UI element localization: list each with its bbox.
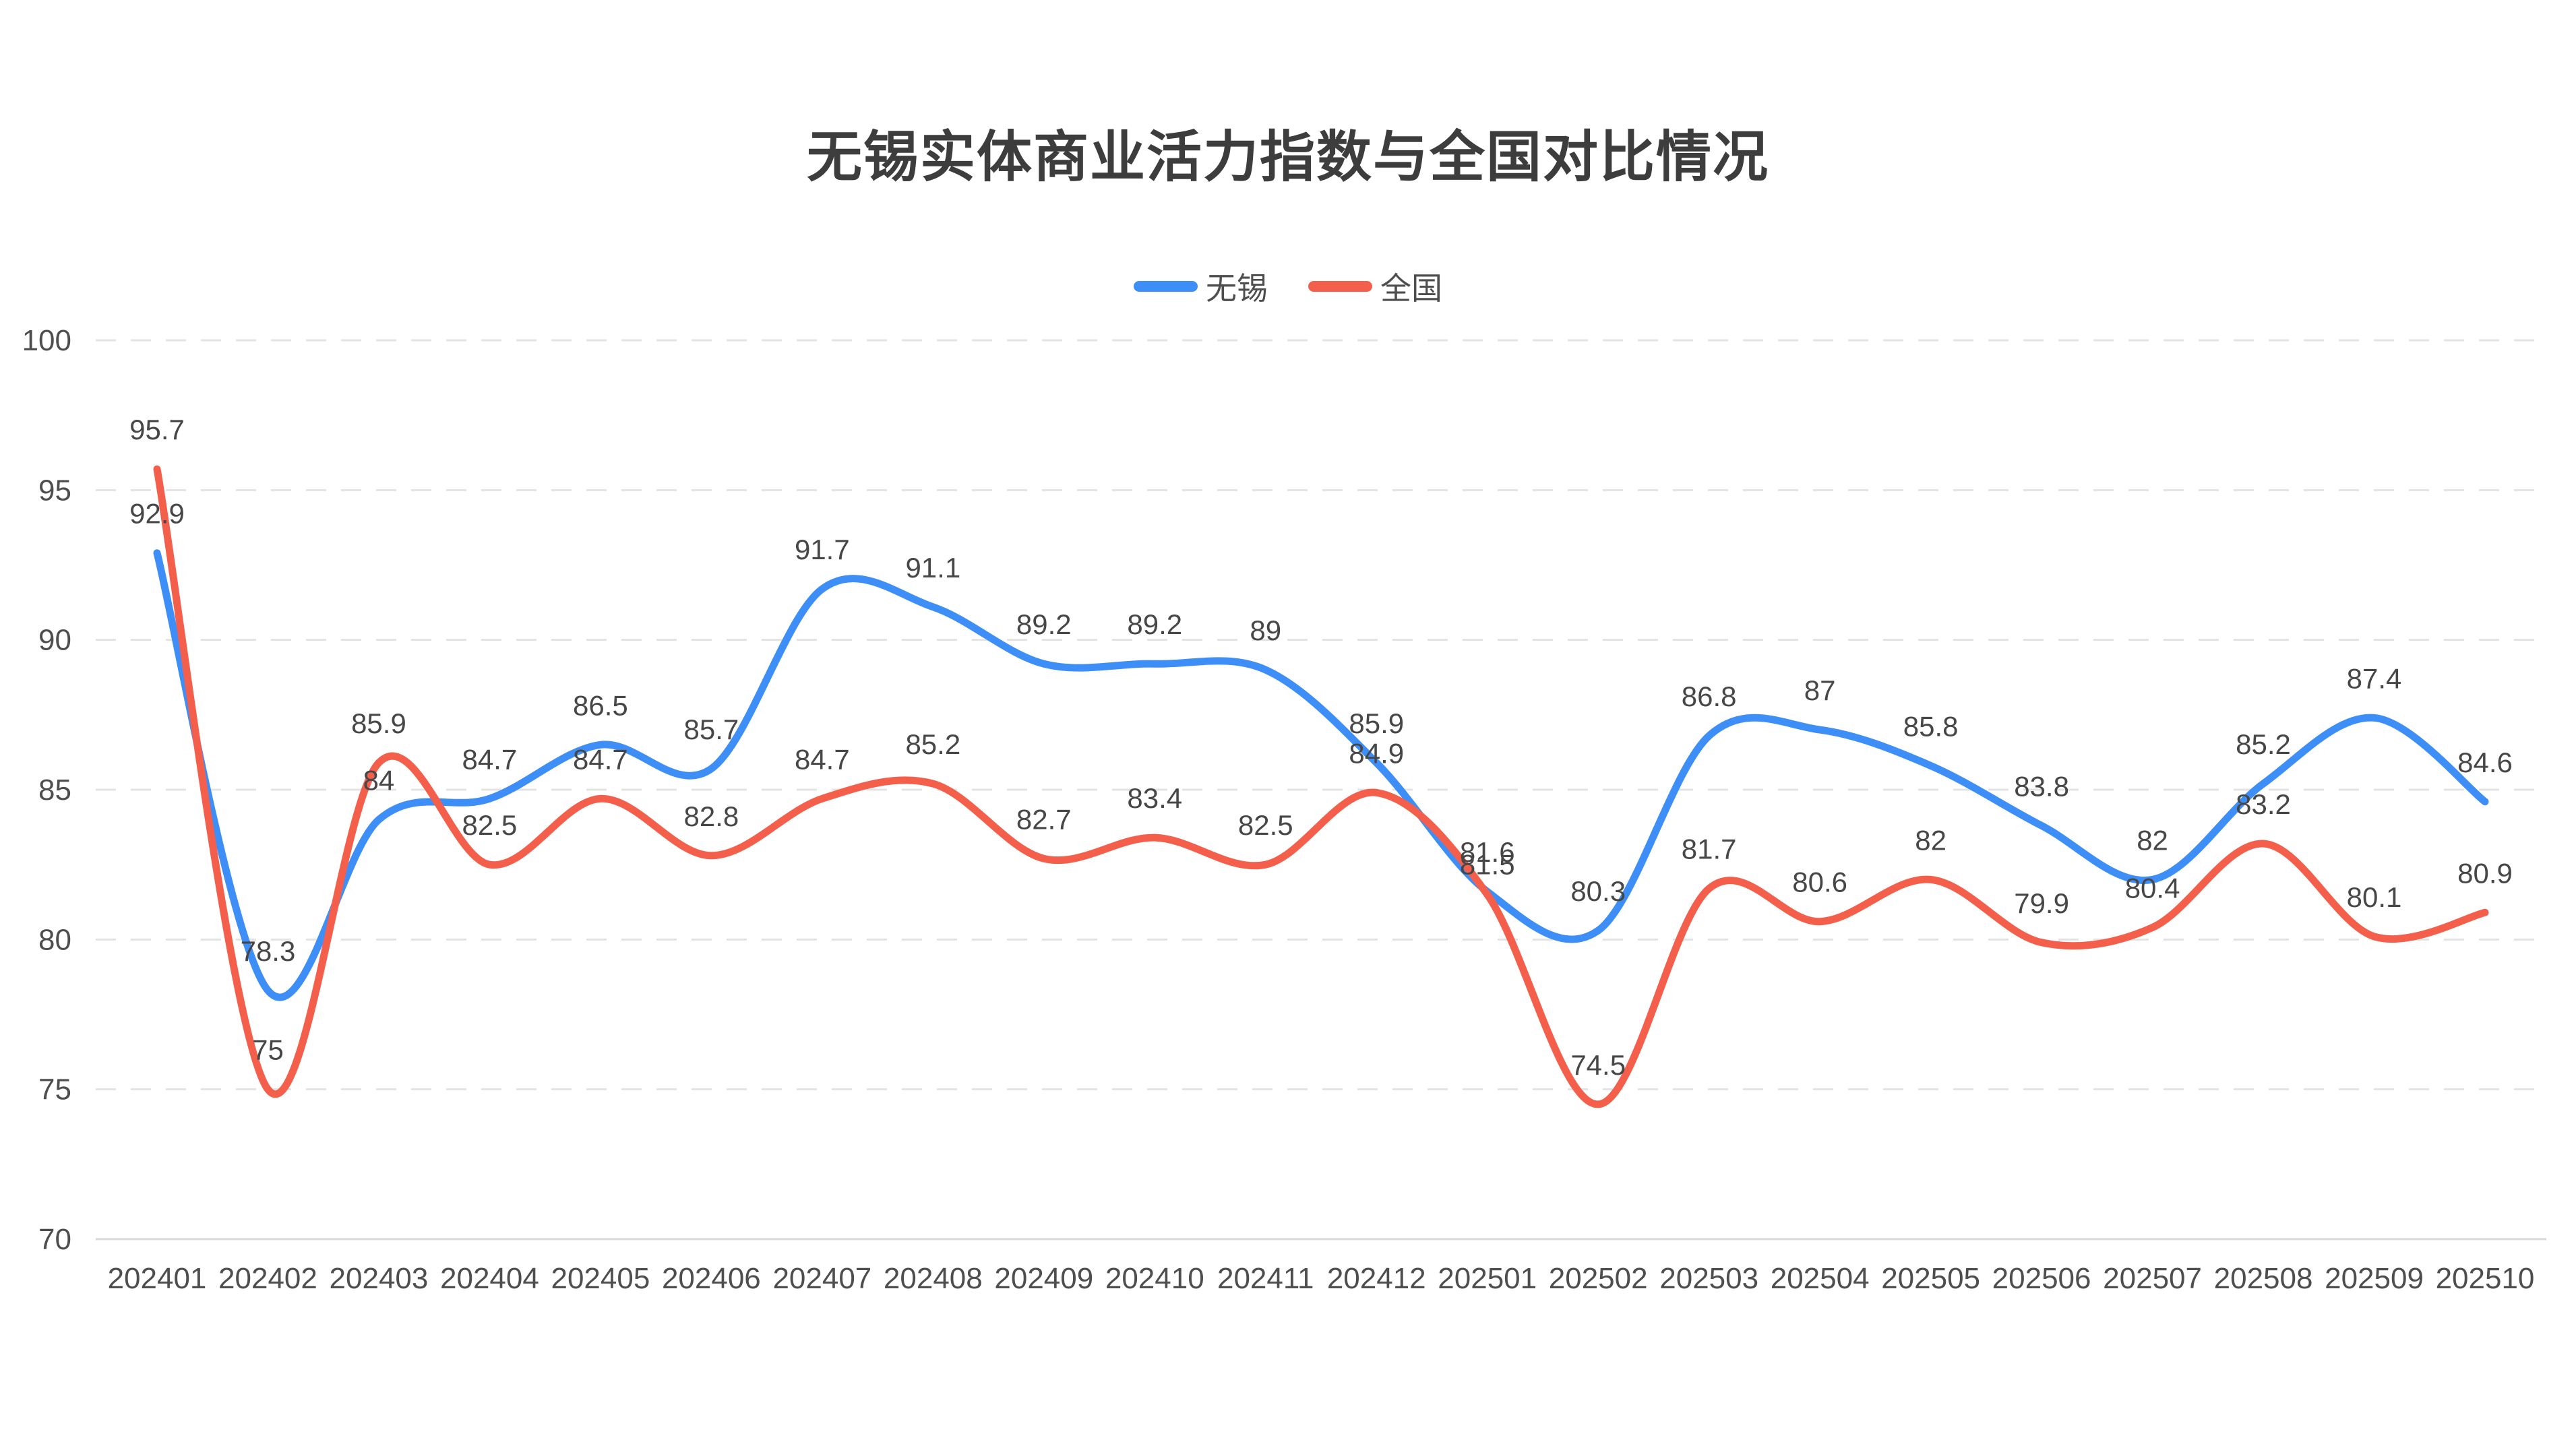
- data-label-national: 74.5: [1570, 1049, 1626, 1081]
- data-label-national: 95.7: [129, 414, 185, 445]
- data-label-wuxi: 92.9: [129, 498, 185, 530]
- data-label-national: 82: [1915, 824, 1946, 856]
- legend: 无锡 全国: [0, 264, 2576, 309]
- data-label-wuxi: 86.5: [573, 689, 628, 721]
- x-axis-label: 202503: [1659, 1262, 1758, 1295]
- data-label-national: 79.9: [2014, 887, 2069, 919]
- data-label-wuxi: 87.4: [2347, 662, 2402, 694]
- data-label-national: 85.9: [351, 707, 406, 739]
- data-label-national: 80.1: [2347, 881, 2402, 913]
- legend-marker-wuxi: [1134, 281, 1198, 292]
- x-axis-label: 202411: [1217, 1262, 1314, 1295]
- legend-label-wuxi: 无锡: [1206, 271, 1268, 306]
- data-label-wuxi: 84.7: [462, 743, 518, 775]
- data-label-wuxi: 91.1: [905, 552, 960, 584]
- y-axis-label: 75: [38, 1073, 71, 1106]
- data-label-wuxi: 81.6: [1460, 836, 1515, 868]
- data-label-national: 84.9: [1349, 737, 1404, 769]
- legend-item-national[interactable]: 全国: [1308, 264, 1442, 309]
- data-label-wuxi: 89.2: [1016, 608, 1072, 640]
- x-axis-label: 202408: [884, 1262, 983, 1295]
- data-label-national: 82.8: [684, 800, 739, 832]
- legend-label-national: 全国: [1380, 271, 1442, 306]
- x-axis-label: 202501: [1438, 1262, 1537, 1295]
- data-label-national: 81.5: [1460, 849, 1515, 881]
- x-axis-label: 202402: [218, 1262, 317, 1295]
- data-label-wuxi: 84: [363, 764, 395, 796]
- y-axis-label: 70: [38, 1223, 71, 1256]
- x-axis-label: 202409: [994, 1262, 1093, 1295]
- data-label-national: 82.5: [462, 809, 518, 841]
- data-label-national: 82.7: [1016, 803, 1072, 835]
- x-axis-label: 202404: [440, 1262, 539, 1295]
- data-label-wuxi: 89: [1250, 615, 1281, 646]
- x-axis-label: 202403: [330, 1262, 429, 1295]
- data-label-wuxi: 85.2: [2236, 728, 2291, 760]
- data-label-wuxi: 84.6: [2457, 747, 2513, 778]
- y-axis-label: 85: [38, 774, 71, 807]
- x-axis-label: 202412: [1327, 1262, 1426, 1295]
- series-line-national[interactable]: [153, 465, 2489, 1108]
- data-label-national: 80.6: [1792, 867, 1847, 898]
- data-label-national: 75: [252, 1034, 284, 1066]
- x-axis-label: 202507: [2103, 1262, 2202, 1295]
- y-axis-label: 95: [38, 474, 71, 507]
- x-axis-label: 202509: [2325, 1262, 2424, 1295]
- x-axis-label: 202410: [1105, 1262, 1204, 1295]
- y-axis-label: 100: [22, 324, 71, 357]
- y-axis-label: 80: [38, 923, 71, 956]
- data-label-wuxi: 87: [1804, 674, 1836, 706]
- x-axis-label: 202405: [551, 1262, 650, 1295]
- x-axis-label: 202510: [2436, 1262, 2535, 1295]
- data-label-national: 84.7: [573, 743, 628, 775]
- legend-marker-national: [1308, 281, 1372, 292]
- chart-title: 无锡实体商业活力指数与全国对比情况: [806, 127, 1769, 188]
- data-label-national: 85.2: [905, 728, 960, 760]
- series-line-wuxi[interactable]: [153, 549, 2489, 1001]
- data-label-wuxi: 89.2: [1127, 608, 1182, 640]
- data-label-national: 83.4: [1127, 782, 1182, 814]
- data-label-wuxi: 80.3: [1570, 875, 1626, 907]
- data-label-wuxi: 85.8: [1903, 710, 1959, 742]
- x-axis-label: 202401: [108, 1262, 207, 1295]
- x-axis-label: 202508: [2214, 1262, 2313, 1295]
- data-label-national: 84.7: [795, 743, 850, 775]
- y-axis-label: 90: [38, 624, 71, 657]
- data-label-wuxi: 91.7: [795, 534, 850, 565]
- data-label-national: 81.7: [1682, 833, 1737, 865]
- x-axis-label: 202502: [1549, 1262, 1648, 1295]
- data-label-wuxi: 83.8: [2014, 770, 2069, 802]
- data-label-national: 82.5: [1238, 809, 1293, 841]
- x-axis-label: 202506: [1992, 1262, 2091, 1295]
- x-axis-label: 202504: [1771, 1262, 1870, 1295]
- data-label-wuxi: 85.7: [684, 714, 739, 745]
- data-label-national: 80.4: [2125, 873, 2180, 904]
- legend-item-wuxi[interactable]: 无锡: [1134, 264, 1268, 309]
- x-axis-label: 202406: [662, 1262, 761, 1295]
- data-label-national: 80.9: [2457, 857, 2513, 889]
- data-label-wuxi: 78.3: [241, 935, 296, 967]
- data-label-national: 83.2: [2236, 788, 2291, 820]
- data-label-wuxi: 82: [2137, 824, 2168, 856]
- x-axis-label: 202505: [1881, 1262, 1980, 1295]
- data-label-wuxi: 86.8: [1682, 681, 1737, 712]
- x-axis-label: 202407: [772, 1262, 871, 1295]
- data-label-wuxi: 85.9: [1349, 707, 1404, 739]
